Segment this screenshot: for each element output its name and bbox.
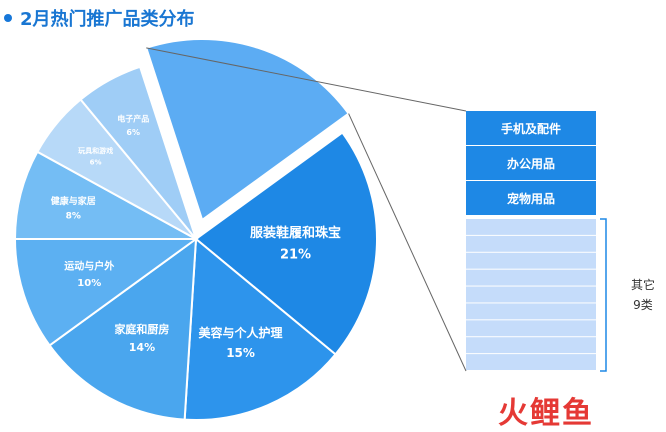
slice-name-label: 健康与家居 — [51, 195, 96, 207]
breakdown-other-row — [466, 286, 596, 303]
slice-percent-label: 6% — [126, 128, 140, 137]
other-count-label: 9类 — [633, 298, 653, 312]
other-bracket — [600, 218, 607, 372]
breakdown-other-row — [466, 252, 596, 269]
slice-name-label: 服装鞋履和珠宝 — [250, 225, 341, 241]
other-label: 其它 — [631, 277, 655, 292]
slice-percent-label: 6% — [90, 159, 102, 167]
breakdown-other-row — [466, 337, 596, 354]
breakdown-segment-label: 手机及配件 — [501, 121, 561, 136]
slice-percent-label: 15% — [226, 346, 255, 360]
pie-slice — [48, 236, 198, 421]
breakdown-segment — [466, 146, 596, 180]
breakdown-segment-label: 办公用品 — [507, 156, 555, 171]
pie-slice — [183, 236, 337, 421]
breakdown-segment — [466, 111, 596, 145]
slice-name-label: 电子产品 — [117, 114, 149, 124]
pie-slice — [194, 131, 378, 356]
brand-logo-text: 火鲤鱼 — [498, 396, 594, 431]
slice-percent-label: 14% — [129, 341, 155, 354]
slice-percent-label: 8% — [66, 212, 81, 222]
slice-name-label: 玩具和游戏 — [78, 146, 113, 155]
slice-name-label: 运动与户外 — [64, 260, 114, 273]
slice-percent-label: 10% — [77, 278, 101, 289]
pie-slice — [13, 150, 197, 240]
slice-name-label: 美容与个人护理 — [199, 325, 283, 340]
breakdown-segment-label: 宠物用品 — [507, 191, 555, 206]
breakdown-other-row — [466, 235, 596, 252]
slice-percent-label: 21% — [280, 247, 311, 262]
breakdown-other-row — [466, 354, 596, 370]
pie-slice — [13, 238, 200, 347]
connector-line-bottom — [348, 113, 467, 372]
pie-slice — [79, 65, 197, 240]
breakdown-other-row — [466, 219, 596, 235]
breakdown-other-row — [466, 303, 596, 320]
chart-title: 2月热门推广品类分布 — [20, 9, 195, 30]
slice-name-label: 家庭和厨房 — [114, 322, 169, 336]
connector-line-top — [146, 47, 467, 112]
breakdown-other-row — [466, 320, 596, 337]
breakdown-segment — [466, 181, 596, 215]
pie-slice — [144, 37, 351, 222]
title-bullet-dot — [4, 14, 12, 22]
breakdown-other-row — [466, 269, 596, 286]
title-bar: 2月热门推广品类分布 — [4, 4, 195, 32]
